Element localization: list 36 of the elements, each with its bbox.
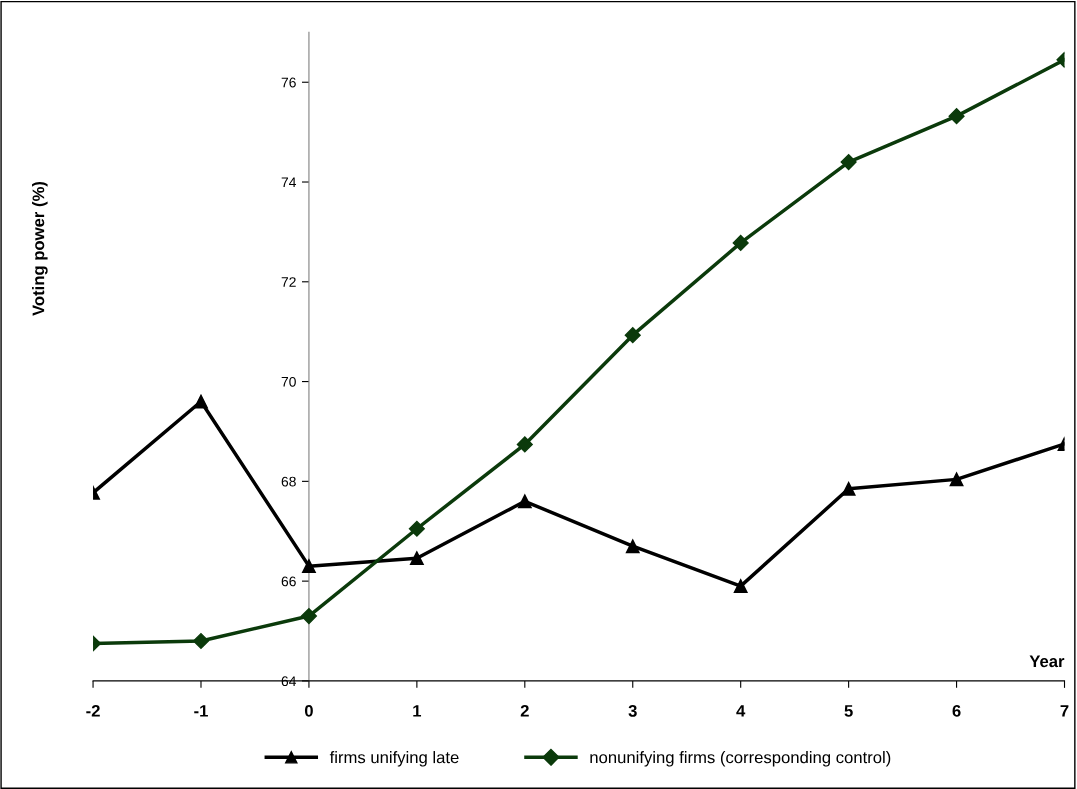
point (517, 494, 532, 509)
x-tick-label: 5 (844, 705, 853, 717)
legend-label: firms unifying late (329, 751, 459, 767)
point (948, 108, 965, 125)
point (300, 607, 317, 625)
point (408, 520, 425, 537)
x-tick-label: 2 (520, 704, 529, 717)
point (732, 234, 749, 251)
y-tick-label: 66 (281, 576, 296, 587)
x-tick-label: 1 (413, 705, 422, 717)
y-tick-label: 72 (281, 277, 296, 287)
point (840, 154, 857, 171)
x-tick-label: 0 (304, 704, 313, 717)
point (625, 539, 640, 554)
point (949, 472, 964, 487)
y-axis-title: Voting power (%) (32, 181, 48, 316)
point (409, 551, 424, 566)
legend-label: nonunifying firms (corresponding control) (590, 751, 891, 767)
point (194, 394, 208, 409)
y-tick-label: 76 (281, 77, 296, 88)
point (301, 559, 316, 574)
y-tick-label: 68 (281, 476, 296, 487)
y-tick-label: 70 (281, 376, 296, 387)
point (516, 436, 533, 453)
point (841, 481, 856, 496)
point (733, 579, 748, 594)
x-tick-label: 6 (952, 704, 961, 717)
point (624, 327, 641, 344)
x-axis-title: Year (1029, 655, 1065, 668)
point (192, 632, 210, 650)
x-tick-label: 4 (736, 705, 746, 717)
y-tick-label: 74 (281, 177, 297, 188)
x-tick-label: -1 (194, 705, 208, 717)
x-tick-label: 3 (628, 704, 637, 717)
x-tick-label: -2 (86, 704, 100, 717)
x-tick-label: 7 (1060, 705, 1069, 717)
